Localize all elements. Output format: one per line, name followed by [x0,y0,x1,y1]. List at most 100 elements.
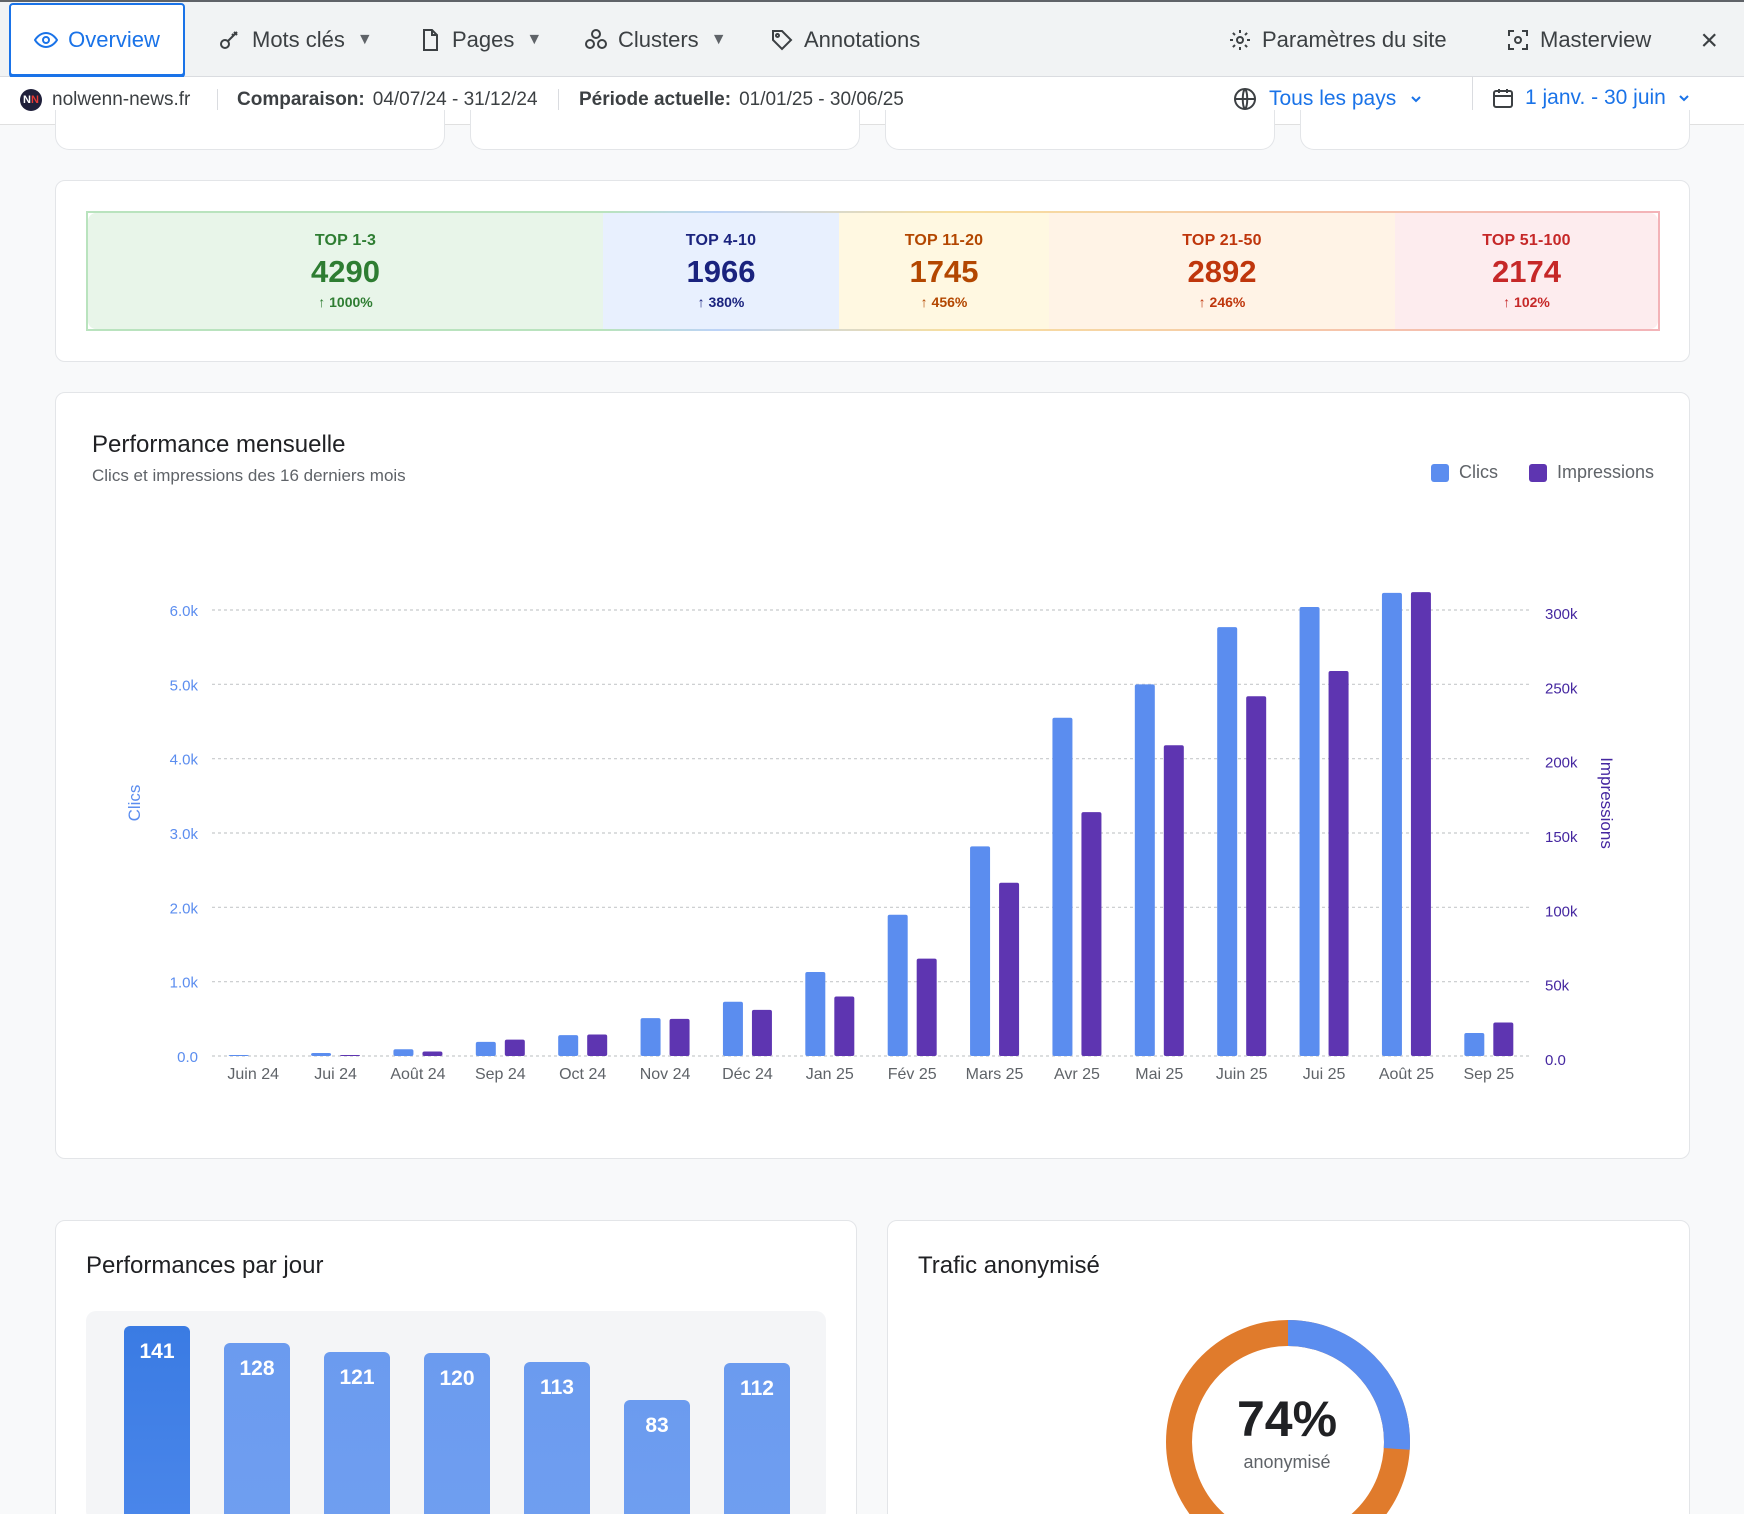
legend-item-clicks[interactable]: Clics [1431,462,1498,483]
daily-bar-value: 121 [339,1366,375,1389]
rank-bucket-top-11-20[interactable]: TOP 11-20 1745 ↑ 456% [839,213,1049,329]
divider [558,89,559,113]
date-range-picker[interactable]: 1 janv. - 30 juin [1491,86,1692,110]
country-selector[interactable]: Tous les pays [1233,87,1424,111]
rank-label: TOP 21-50 [1182,232,1262,249]
close-icon[interactable]: × [1700,24,1718,57]
rank-bucket-top-1-3[interactable]: TOP 1-3 4290 ↑ 1000% [88,213,603,329]
rank-change: ↑ 456% [920,294,968,310]
rank-value: 2892 [1187,254,1257,289]
bar-clics [887,914,908,1056]
site-name: nolwenn-news.fr [52,89,191,110]
metric-card [885,110,1275,150]
bar-impressions [340,1055,361,1056]
rank-label: TOP 1-3 [314,232,377,249]
anonymized-traffic-card [887,1220,1690,1514]
ranking-strip: TOP 1-3 4290 ↑ 1000% TOP 4-10 1966 ↑ 380… [86,211,1660,331]
masterview-button[interactable]: Masterview [1506,2,1651,77]
x-tick-label: Août 24 [390,1066,445,1083]
divider [1472,77,1473,125]
tab-overview[interactable]: Overview [9,3,185,76]
daily-bar[interactable]: 141 [124,1326,190,1514]
legend-label: Impressions [1557,462,1655,482]
divider [217,89,218,113]
y-axis-label-left: Clics [125,785,144,822]
y-axis-label-right: Impressions [1597,757,1616,849]
x-tick-label: Avr 25 [1054,1066,1100,1083]
comparison-value: 04/07/24 - 31/12/24 [372,89,538,110]
metric-card [55,110,445,150]
daily-bar-value: 128 [239,1357,275,1380]
x-tick-label: Mai 25 [1135,1066,1183,1083]
bar-impressions [1328,670,1349,1056]
bar-impressions [1493,1022,1514,1056]
chevron-down-icon [1679,95,1689,102]
y-tick-right: 50k [1545,978,1570,995]
rank-label: TOP 51-100 [1482,232,1571,249]
y-tick-right: 200k [1545,755,1578,772]
rank-bucket-top-4-10[interactable]: TOP 4-10 1966 ↑ 380% [603,213,839,329]
tab-annotations[interactable]: Annotations [770,2,920,77]
tab-pages-label: Pages [452,26,515,52]
y-tick-left: 3.0k [170,826,199,843]
tab-clusters[interactable]: Clusters ▼ [584,2,727,77]
rank-label: TOP 11-20 [904,232,984,249]
x-tick-label: Nov 24 [640,1066,691,1083]
anonymized-percent: 74% [1236,1391,1338,1447]
chart-title: Performance mensuelle [92,431,346,458]
rank-value: 1745 [909,254,979,289]
x-tick-label: Mars 25 [966,1066,1024,1083]
current-period: Période actuelle: 01/01/25 - 30/06/25 [579,89,904,111]
x-tick-label: Juin 24 [227,1066,279,1083]
x-tick-label: Jui 25 [1303,1066,1346,1083]
anonymized-traffic-title: Trafic anonymisé [918,1252,1100,1279]
key-icon [220,30,238,49]
comparison-period: Comparaison: 04/07/24 - 31/12/24 [237,89,538,111]
daily-bar[interactable]: 112 [724,1363,790,1514]
daily-bar[interactable]: 113 [524,1362,590,1514]
bar-clics [1464,1032,1485,1056]
calendar-icon [1493,89,1513,108]
donut-segment-known [1166,1320,1410,1514]
daily-performance-title: Performances par jour [86,1252,324,1279]
x-tick-label: Fév 25 [888,1066,937,1083]
rank-change: ↑ 380% [697,294,745,310]
rank-change: ↑ 102% [1503,294,1550,310]
bar-clics [805,972,826,1056]
comparison-label: Comparaison: [237,89,365,110]
daily-bar-value: 120 [439,1367,475,1390]
daily-bar[interactable]: 121 [324,1352,390,1514]
rank-bucket-top-21-50[interactable]: TOP 21-50 2892 ↑ 246% [1049,213,1395,329]
rank-change: ↑ 1000% [318,294,373,310]
daily-bar[interactable]: 120 [424,1353,490,1514]
y-tick-right: 150k [1545,829,1578,846]
daily-bar[interactable]: 128 [224,1343,290,1514]
rank-value: 1966 [686,254,756,289]
bar-impressions [669,1018,690,1056]
bar-clics [393,1049,414,1056]
bar-clics [1052,717,1073,1056]
tab-pages[interactable]: Pages ▼ [418,2,542,77]
masterview-label: Masterview [1540,26,1652,52]
rank-bucket-top-51-100[interactable]: TOP 51-100 2174 ↑ 102% [1395,213,1658,329]
tab-keywords[interactable]: Mots clés ▼ [218,2,373,77]
bar-impressions [504,1039,525,1056]
legend-item-impressions[interactable]: Impressions [1529,462,1654,483]
daily-bar[interactable]: 83 [624,1400,690,1514]
y-tick-left: 2.0k [170,900,199,917]
bar-impressions [751,1009,772,1056]
page-icon [423,28,438,51]
chevron-down-icon [1411,96,1421,103]
tab-annotations-label: Annotations [804,26,921,52]
bar-impressions [834,996,855,1056]
clusters-icon [585,28,607,49]
x-tick-label: Sep 25 [1463,1066,1514,1083]
bar-clics [1381,592,1402,1056]
monthly-performance-chart: 0.0 0.0 1.0k 50k 2.0k 100k 3.0k 150k 4.0k 200k 5.0… [125,592,1616,1083]
x-tick-label: Sep 24 [475,1066,526,1083]
rank-value: 4290 [311,254,380,289]
y-tick-left: 6.0k [170,603,199,620]
globe-icon [1234,88,1256,110]
site-settings-label: Paramètres du site [1262,26,1447,52]
site-settings-button[interactable]: Paramètres du site [1228,2,1447,77]
